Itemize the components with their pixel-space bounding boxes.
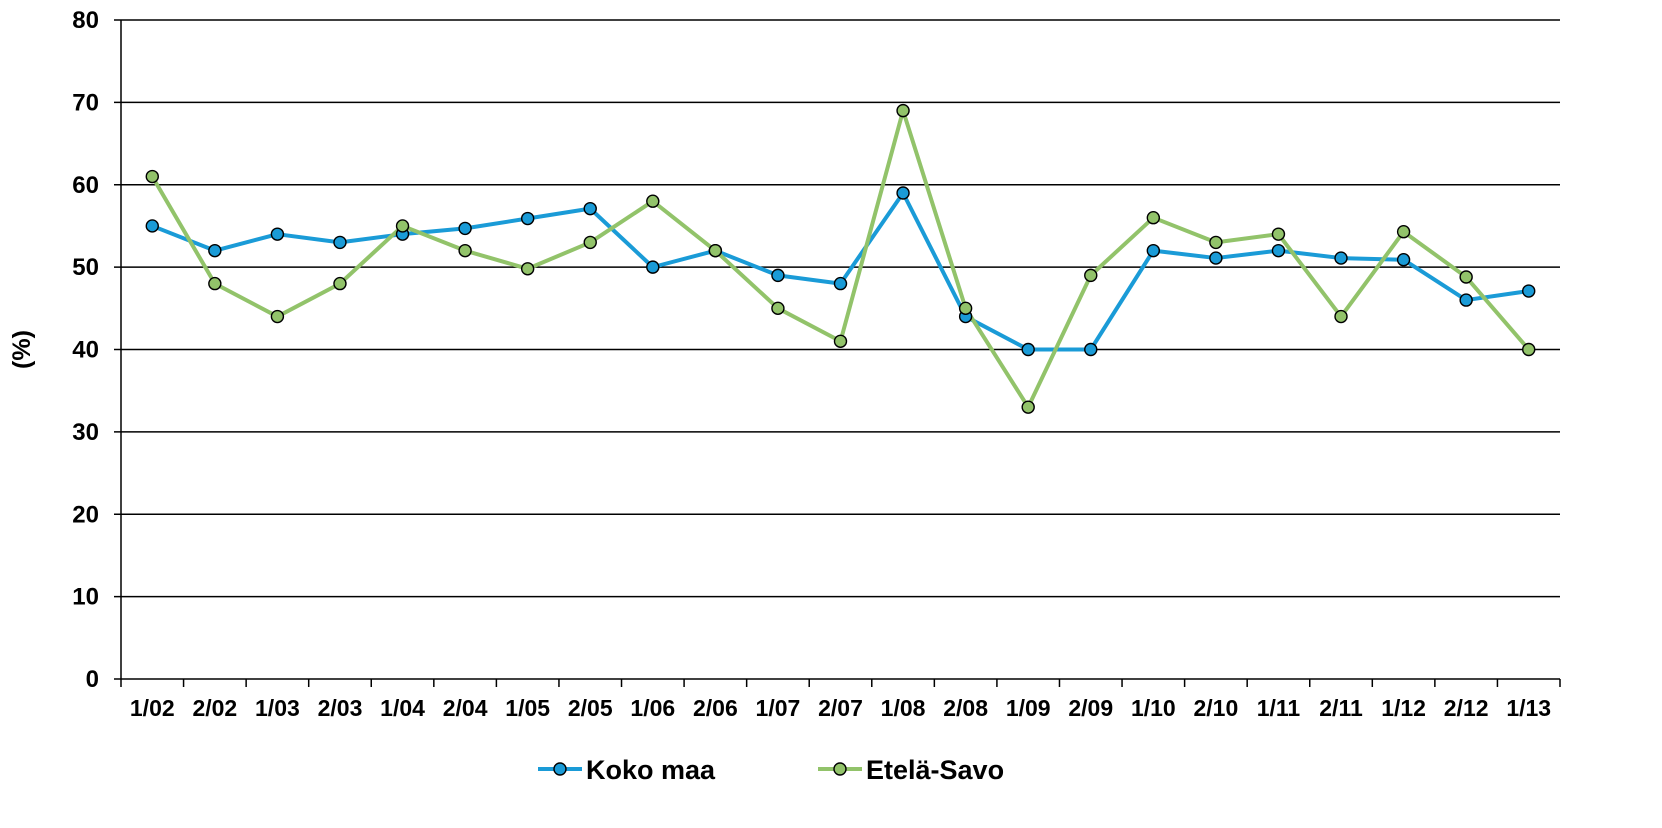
data-point <box>896 186 910 200</box>
x-tick-label: 1/11 <box>1257 695 1301 721</box>
y-axis-title: (%) <box>8 330 36 369</box>
x-tick-label: 2/03 <box>318 695 363 721</box>
data-point <box>145 219 159 233</box>
data-point <box>1146 210 1161 225</box>
data-point <box>1334 309 1348 324</box>
data-point <box>270 309 285 324</box>
x-tick-label: 1/02 <box>130 695 175 721</box>
series-line-1 <box>150 108 1531 410</box>
x-tick-label: 1/12 <box>1381 695 1426 721</box>
data-point <box>1396 253 1411 267</box>
data-point <box>1209 235 1223 250</box>
data-point <box>333 276 347 291</box>
data-point <box>1522 284 1536 298</box>
x-tick-label: 1/10 <box>1131 695 1176 721</box>
x-tick-label: 2/08 <box>943 695 988 721</box>
data-point <box>1146 243 1161 258</box>
series-points <box>145 103 1536 414</box>
legend-label: Koko maa <box>586 755 716 785</box>
data-point <box>1459 293 1473 307</box>
data-point <box>646 194 660 208</box>
y-tick-label: 30 <box>72 419 99 446</box>
legend-swatch-marker <box>553 762 567 776</box>
gridlines <box>121 19 1560 598</box>
data-point <box>646 260 660 274</box>
data-point <box>520 211 535 226</box>
data-point <box>1021 342 1035 357</box>
data-point <box>1271 227 1286 241</box>
data-point <box>833 276 848 291</box>
data-point <box>583 201 597 216</box>
data-point <box>958 301 973 316</box>
data-point <box>1271 243 1286 258</box>
x-tick-label: 2/06 <box>693 695 738 721</box>
data-point <box>520 262 535 276</box>
series-lines <box>150 108 1531 410</box>
x-tick-label: 2/10 <box>1194 695 1239 721</box>
data-point <box>1084 268 1098 283</box>
x-tick-label: 2/05 <box>568 695 613 721</box>
data-point <box>833 334 848 348</box>
data-point <box>208 276 222 291</box>
legend-label: Etelä-Savo <box>866 755 1004 785</box>
data-point <box>896 103 910 118</box>
x-tick-label: 1/04 <box>380 695 425 721</box>
x-axis-ticks: 1/02 2/02 1/03 2/03 1/04 2/04 1/05 2/05 1/06 2/06… <box>120 679 1561 721</box>
x-tick-label: 2/04 <box>443 695 488 721</box>
data-point <box>458 221 472 236</box>
y-tick-label: 70 <box>72 89 99 116</box>
x-tick-label: 1/08 <box>881 695 926 721</box>
y-tick-label: 0 <box>86 666 99 693</box>
y-tick-label: 80 <box>72 7 99 34</box>
data-point <box>1334 251 1348 265</box>
data-point <box>1396 225 1411 239</box>
y-tick-label: 40 <box>72 337 99 364</box>
data-point <box>1084 342 1098 357</box>
data-point <box>583 235 597 250</box>
x-tick-label: 1/07 <box>756 695 801 721</box>
data-point <box>208 243 222 258</box>
legend-swatch-marker <box>833 762 847 776</box>
x-tick-label: 1/03 <box>255 695 300 721</box>
y-axis-ticks: 0 10 20 30 40 50 60 70 80 <box>72 7 121 693</box>
data-point <box>458 243 472 258</box>
y-tick-label: 60 <box>72 172 99 199</box>
y-tick-label: 50 <box>72 254 99 281</box>
data-point <box>395 219 410 233</box>
x-tick-label: 1/13 <box>1506 695 1551 721</box>
data-point <box>708 243 723 258</box>
data-point <box>771 301 785 316</box>
data-point <box>1021 400 1035 414</box>
data-point <box>1209 251 1223 265</box>
x-tick-label: 1/05 <box>505 695 550 721</box>
y-tick-label: 20 <box>72 501 99 528</box>
x-tick-label: 2/07 <box>818 695 863 721</box>
legend: Koko maa Etelä-Savo <box>538 755 1004 785</box>
y-tick-label: 10 <box>72 584 99 611</box>
x-tick-label: 1/09 <box>1006 695 1051 721</box>
x-tick-label: 2/12 <box>1444 695 1489 721</box>
data-point <box>145 169 159 184</box>
series-line-0 <box>151 190 1530 352</box>
data-point <box>1459 270 1473 284</box>
data-point <box>771 268 785 283</box>
x-tick-label: 2/02 <box>192 695 237 721</box>
data-point <box>333 235 347 250</box>
data-point <box>1522 342 1536 357</box>
x-tick-label: 2/11 <box>1319 695 1363 721</box>
x-tick-label: 1/06 <box>630 695 675 721</box>
data-point <box>270 227 285 241</box>
x-tick-label: 2/09 <box>1068 695 1113 721</box>
